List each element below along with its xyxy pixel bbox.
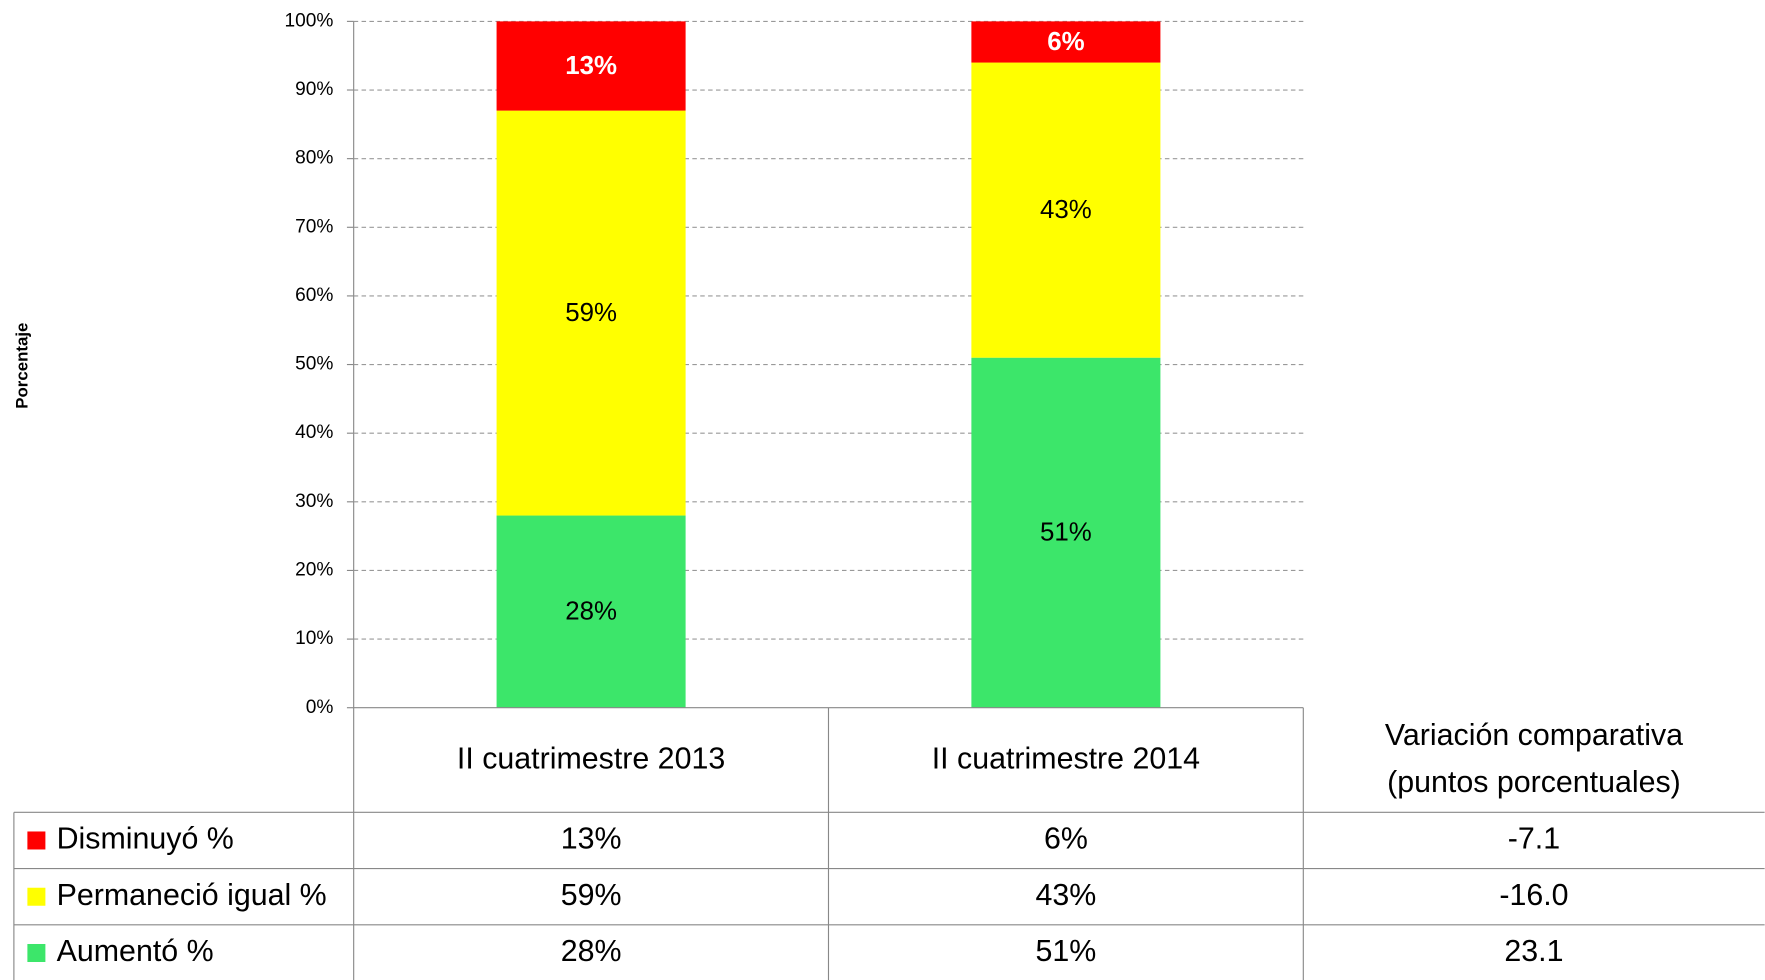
y-tick-label: 20% [295,559,333,580]
table-cell: 23.1 [1504,935,1563,968]
y-tick-label: 70% [295,216,333,237]
bar-label: 13% [565,52,617,80]
column-header: Variación comparativa [1385,719,1683,752]
y-tick-label: 30% [295,491,333,512]
y-tick-label: 80% [295,148,333,169]
bar-segment [496,110,686,516]
table-cell: 28% [561,935,622,968]
y-tick-label: 0% [306,697,334,718]
bar-segment [971,357,1161,708]
bar-segment [971,62,1161,358]
y-tick-label: 50% [295,354,333,375]
y-axis-title: Porcentaje [12,323,31,409]
table-cell: 6% [1044,822,1088,855]
y-tick-label: 90% [295,79,333,100]
table-cell: 13% [561,822,622,855]
table-cell: -16.0 [1499,879,1568,912]
y-tick-label: 100% [285,10,334,31]
y-tick-label: 60% [295,285,333,306]
y-tick-label: 10% [295,628,333,649]
bar-label: 28% [565,598,617,626]
legend-swatch [27,887,46,906]
column-header: (puntos porcentuales) [1387,766,1681,799]
column-header: II cuatrimestre 2014 [932,743,1200,776]
legend-label: Disminuyó % [57,822,234,855]
bar-label: 59% [565,299,617,327]
legend-label: Aumentó % [57,935,214,968]
y-tick-label: 40% [295,422,333,443]
bar-label: 51% [1040,519,1092,547]
column-header: II cuatrimestre 2013 [457,743,725,776]
bar-label: 43% [1040,196,1092,224]
legend-swatch [27,943,46,962]
table-cell: 43% [1036,879,1097,912]
bar-segment [496,21,686,111]
bar-label: 6% [1047,28,1084,56]
legend-swatch [27,831,46,850]
table-cell: -7.1 [1508,822,1560,855]
legend-label: Permaneció igual % [57,879,327,912]
bar-segment [496,515,686,708]
table-cell: 59% [561,879,622,912]
table-cell: 51% [1036,935,1097,968]
bar-segment [971,21,1161,63]
